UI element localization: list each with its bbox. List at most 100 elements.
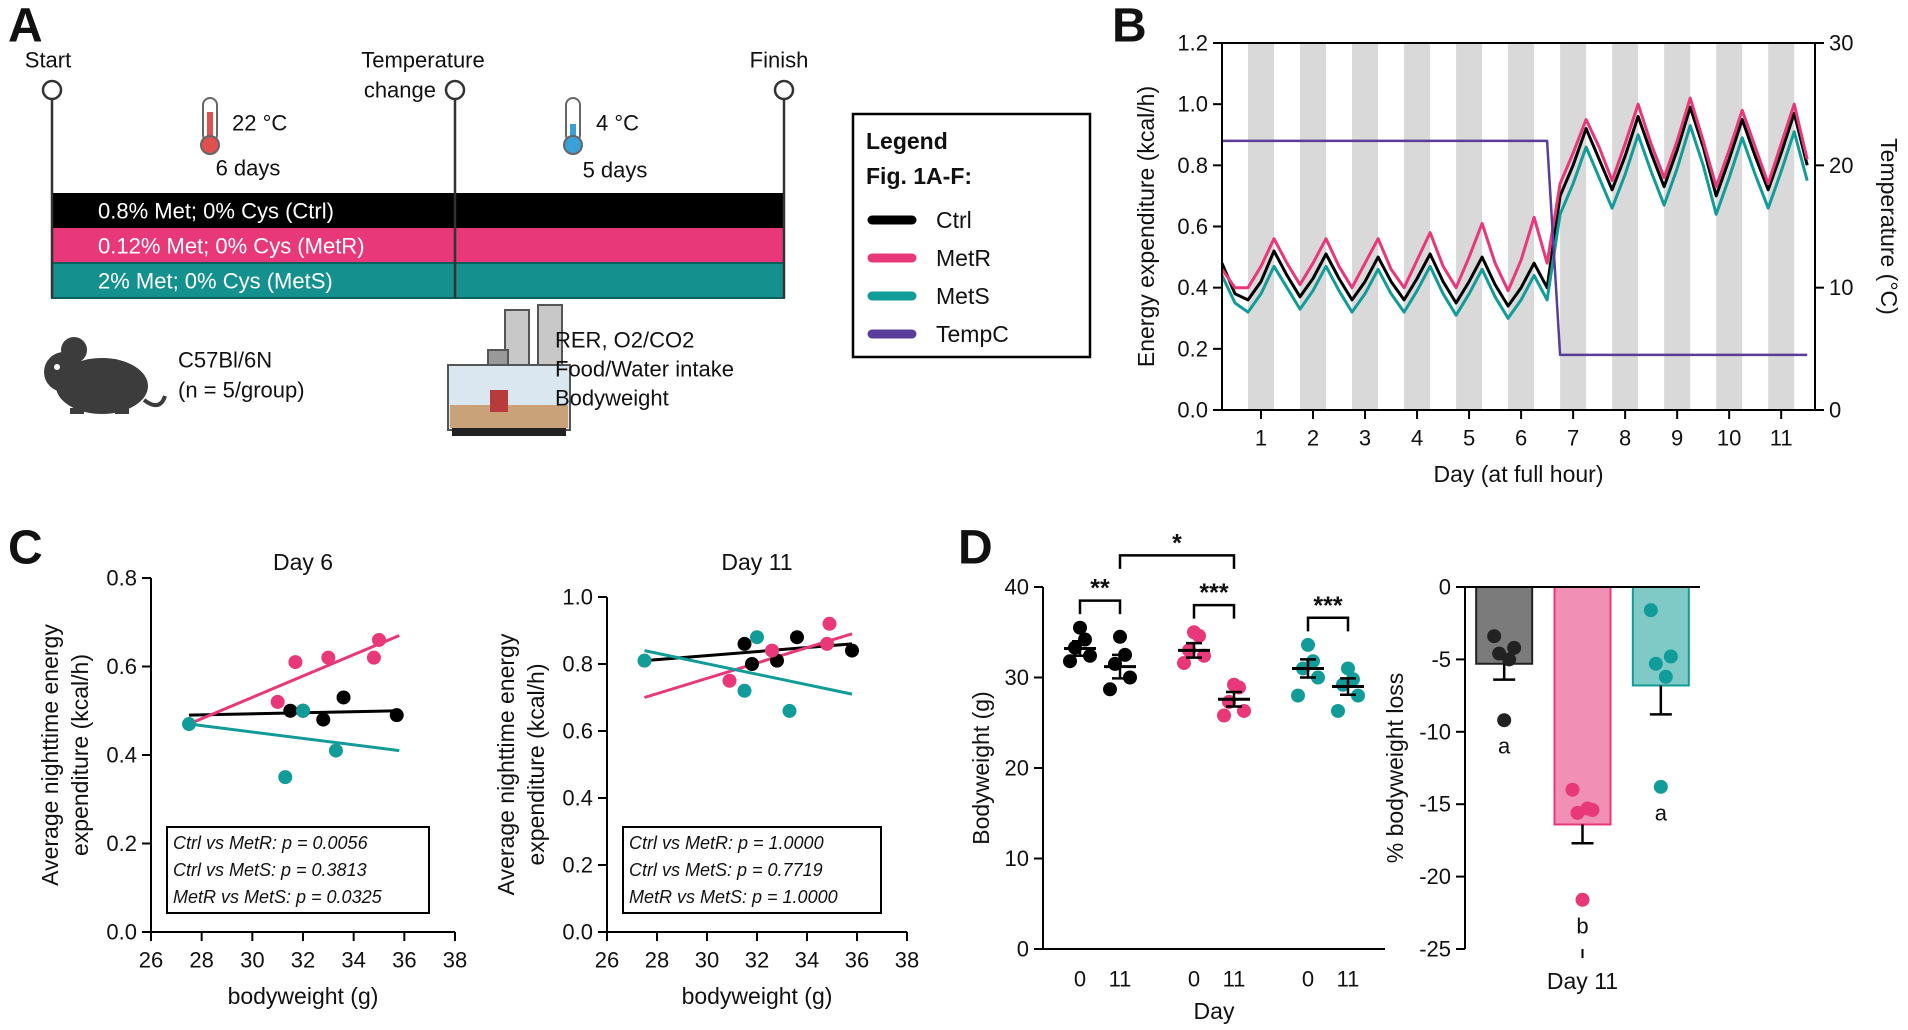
point — [782, 703, 797, 718]
point — [637, 653, 652, 668]
tick-label: 0 — [1829, 398, 1841, 423]
point — [1291, 688, 1305, 703]
tick-label: 2 — [1307, 426, 1319, 451]
tick-label: 0.2 — [562, 853, 593, 878]
point — [1103, 682, 1117, 697]
stats-text: Ctrl vs MetR: p = 1.0000 — [629, 833, 824, 853]
tick-label: -5 — [1431, 647, 1451, 672]
error-bar — [1649, 685, 1672, 716]
axis-title: Bodyweight (g) — [968, 691, 994, 844]
tick-label: 10 — [1717, 426, 1741, 451]
point — [737, 683, 752, 698]
point — [1311, 670, 1325, 685]
point — [1078, 632, 1092, 647]
point — [1658, 669, 1673, 684]
tick-label: 0.4 — [1177, 275, 1208, 300]
point — [366, 650, 381, 665]
tick-label: 0.4 — [562, 786, 593, 811]
tick-label: 0 — [1074, 967, 1086, 992]
panel-label: C — [8, 522, 43, 575]
temperature: 4 °C — [596, 111, 639, 136]
legend-box — [851, 112, 1092, 359]
tick-label: 0 — [1188, 967, 1200, 992]
tick-label: 36 — [845, 948, 869, 973]
point — [1663, 649, 1678, 664]
point — [389, 708, 404, 723]
axis-title: bodyweight (g) — [228, 983, 379, 1009]
tick-label: 0.8 — [562, 652, 593, 677]
chart-title: Day 11 — [721, 549, 792, 575]
tick-label: 40 — [1005, 575, 1029, 600]
tick-label: 4 — [1411, 426, 1423, 451]
point — [1187, 625, 1201, 640]
tick-label: 0.8 — [1177, 153, 1208, 178]
group-letter: a — [1498, 734, 1511, 759]
point — [336, 690, 351, 705]
timeline — [41, 79, 795, 298]
point — [745, 657, 759, 671]
series-line — [1220, 124, 1809, 320]
error-bar — [1493, 663, 1516, 681]
tick-label: 0.0 — [1177, 398, 1208, 423]
tick-label: 0.4 — [106, 743, 137, 768]
tick-label: 0.2 — [106, 831, 137, 856]
measurement: RER, O2/CO2 — [555, 328, 694, 353]
thermometer-warm — [200, 97, 220, 155]
diet-bar — [52, 193, 784, 228]
point — [1227, 677, 1241, 692]
point — [790, 630, 804, 645]
stats-text: Ctrl vs MetS: p = 0.7719 — [629, 860, 823, 880]
stats-box — [166, 826, 430, 914]
point — [321, 650, 336, 665]
error-bar — [1072, 640, 1088, 658]
significance-bracket — [1078, 599, 1122, 615]
tick-label: 28 — [645, 948, 669, 973]
night-band — [1352, 43, 1379, 410]
legend-label: Ctrl — [936, 207, 972, 233]
point — [1123, 670, 1137, 685]
tick-label: 11 — [1770, 426, 1793, 451]
series-line — [1220, 105, 1809, 308]
axis-title: Average nighttime energy — [493, 633, 519, 895]
thermometer-cold — [563, 97, 583, 155]
tick-label: -25 — [1419, 937, 1451, 962]
duration: 6 days — [216, 156, 281, 181]
error-bar — [1112, 653, 1128, 680]
diet-label: 0.12% Met; 0% Cys (MetR) — [98, 234, 365, 259]
timeline-label: Start — [25, 48, 71, 73]
tick-label: 3 — [1359, 426, 1371, 451]
tick-label: 38 — [895, 948, 919, 973]
tick-label: 6 — [1515, 426, 1527, 451]
point — [750, 630, 764, 645]
fit-line — [188, 722, 400, 753]
point — [822, 616, 837, 631]
mouse-label: (n = 5/group) — [178, 378, 305, 403]
point — [1653, 779, 1668, 794]
significance-label: *** — [1313, 592, 1342, 620]
tick-label: 20 — [1829, 153, 1853, 178]
mouse-icon — [44, 337, 167, 414]
legend-label: TempC — [936, 321, 1009, 347]
point — [1073, 620, 1087, 635]
diet-bar — [51, 262, 785, 299]
point — [372, 632, 386, 647]
error-bar — [1186, 641, 1202, 659]
tick-label: 10 — [1005, 846, 1029, 871]
tick-label: 28 — [189, 948, 213, 973]
diet-bar — [52, 228, 784, 263]
tick-label: 0.0 — [106, 920, 137, 945]
stats-text: MetR vs MetS: p = 0.0325 — [173, 887, 383, 907]
tick-label: 26 — [595, 948, 619, 973]
point — [845, 643, 859, 658]
tick-label: 0 — [1017, 937, 1029, 962]
panel-label: A — [8, 0, 43, 53]
stats-box — [622, 826, 882, 914]
point — [1217, 708, 1231, 723]
point — [288, 655, 303, 670]
axis-title: Day 11 — [1547, 968, 1618, 994]
night-band — [1560, 43, 1587, 410]
point — [1351, 688, 1365, 703]
tick-label: 34 — [341, 948, 365, 973]
tick-label: 0 — [1439, 575, 1451, 600]
